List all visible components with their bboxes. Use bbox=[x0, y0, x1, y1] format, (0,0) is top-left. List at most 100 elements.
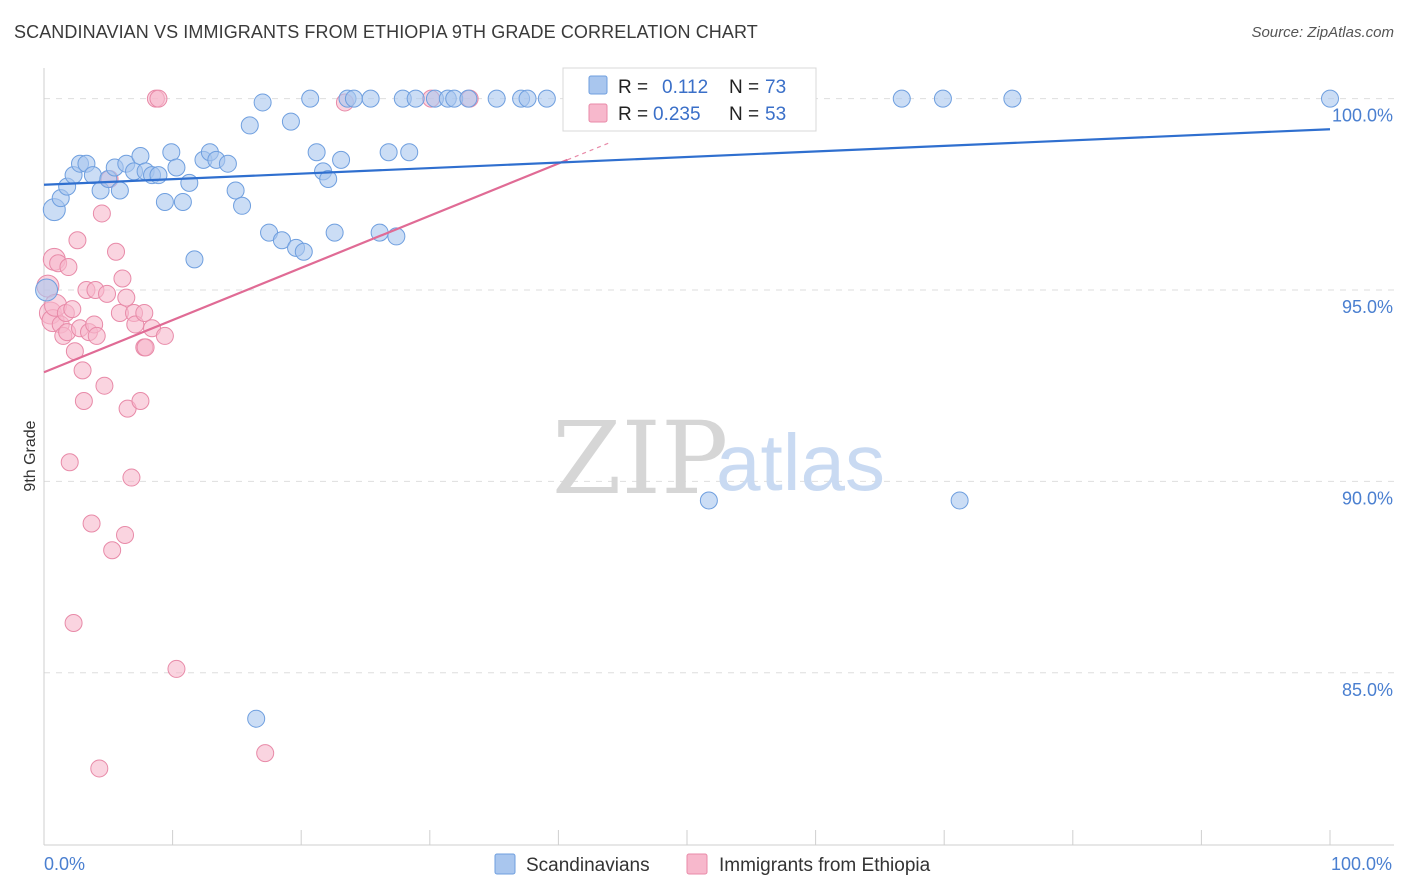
scandinavian-point bbox=[155, 192, 174, 211]
scandinavian-point bbox=[253, 93, 272, 112]
scandinavian-points bbox=[35, 89, 1339, 728]
legend-swatch-scandinavians bbox=[588, 75, 608, 95]
y-axis-labels: 85.0% 90.0% 95.0% 100.0% bbox=[1332, 106, 1393, 700]
series-legend-swatch-ethiopia bbox=[686, 853, 708, 875]
scandinavian-point bbox=[240, 116, 259, 135]
x-tick-label-max: 100.0% bbox=[1331, 854, 1392, 874]
ethiopia-point bbox=[103, 541, 122, 560]
legend-r-value-1: 0.112 bbox=[662, 77, 708, 98]
ethiopia-point bbox=[87, 326, 106, 345]
watermark-zip: ZIP bbox=[552, 400, 728, 517]
scandinavian-point bbox=[325, 223, 344, 242]
ethiopia-point bbox=[136, 338, 155, 357]
legend-n-value-2: 53 bbox=[765, 104, 786, 125]
scandinavian-point bbox=[487, 89, 506, 108]
legend-n-label-1: N = bbox=[729, 77, 759, 98]
scandinavian-point bbox=[537, 89, 556, 108]
ethiopia-trend-line bbox=[43, 158, 568, 374]
ethiopia-point bbox=[63, 300, 82, 319]
ethiopia-point bbox=[155, 326, 174, 345]
watermark-atlas: atlas bbox=[716, 418, 885, 507]
scandinavian-point bbox=[1003, 89, 1022, 108]
scandinavian-point bbox=[110, 181, 129, 200]
scandinavian-point bbox=[406, 89, 425, 108]
legend-r-label-2: R = bbox=[618, 104, 648, 125]
ethiopia-point bbox=[60, 453, 79, 472]
source-label: Source: ZipAtlas.com bbox=[1251, 24, 1394, 41]
ethiopia-point bbox=[135, 303, 154, 322]
chart-title: SCANDINAVIAN VS IMMIGRANTS FROM ETHIOPIA… bbox=[14, 22, 758, 42]
scandinavian-point bbox=[933, 89, 952, 108]
series-legend-label-scandinavians: Scandinavians bbox=[526, 855, 650, 876]
gridlines bbox=[44, 98, 1394, 674]
legend-n-value-1: 73 bbox=[765, 77, 786, 98]
ethiopia-point bbox=[98, 284, 117, 303]
ethiopia-point bbox=[256, 744, 275, 763]
scandinavian-point bbox=[379, 143, 398, 162]
ethiopia-point bbox=[82, 514, 101, 533]
scandinavian-point bbox=[459, 89, 478, 108]
ethiopia-point bbox=[167, 659, 186, 678]
scandinavian-point bbox=[294, 242, 313, 261]
ethiopia-point bbox=[122, 468, 141, 487]
ethiopia-point bbox=[95, 376, 114, 395]
ethiopia-trend-line-extension bbox=[567, 142, 611, 161]
scandinavian-point bbox=[218, 154, 237, 173]
legend-r-value-2: 0.235 bbox=[653, 104, 701, 125]
scandinavian-point bbox=[226, 181, 245, 200]
scandinavian-point bbox=[167, 158, 186, 177]
scandinavian-point bbox=[272, 231, 291, 250]
y-tick-label: 100.0% bbox=[1332, 106, 1393, 126]
y-tick-label: 90.0% bbox=[1342, 488, 1393, 508]
series-legend: Scandinavians Immigrants from Ethiopia bbox=[494, 853, 931, 876]
scandinavian-point bbox=[180, 173, 199, 192]
watermark: ZIP atlas bbox=[552, 400, 885, 517]
scandinavian-point bbox=[1321, 89, 1339, 108]
scandinavian-point bbox=[281, 112, 300, 131]
ethiopia-point bbox=[59, 258, 78, 277]
y-axis-title: 9th Grade bbox=[22, 420, 39, 491]
scandinavian-point bbox=[162, 143, 181, 162]
scandinavian-point bbox=[307, 143, 326, 162]
scandinavian-point bbox=[400, 143, 419, 162]
scandinavian-point bbox=[892, 89, 911, 108]
scandinavian-point bbox=[247, 709, 266, 728]
scandinavian-trend-line bbox=[43, 128, 1331, 186]
ethiopia-point bbox=[73, 361, 92, 380]
scandinavian-point bbox=[301, 89, 320, 108]
ethiopia-point bbox=[131, 392, 150, 410]
scandinavian-point bbox=[131, 147, 150, 166]
scandinavian-point bbox=[185, 250, 204, 269]
legend-n-label-2: N = bbox=[729, 104, 759, 125]
scandinavian-point bbox=[332, 150, 351, 169]
x-axis-ticks bbox=[43, 830, 1331, 845]
ethiopia-point bbox=[68, 231, 87, 250]
ethiopia-point bbox=[90, 759, 109, 778]
scandinavian-point bbox=[233, 196, 252, 215]
ethiopia-point bbox=[74, 392, 93, 410]
ethiopia-point bbox=[107, 242, 126, 261]
scandinavian-point bbox=[173, 192, 192, 211]
x-tick-label-min: 0.0% bbox=[44, 854, 85, 874]
scandinavian-point bbox=[950, 491, 969, 510]
scandinavian-point bbox=[344, 89, 363, 108]
scandinavian-point bbox=[35, 278, 59, 302]
legend-r-label-1: R = bbox=[618, 77, 648, 98]
ethiopia-point bbox=[149, 89, 168, 108]
y-tick-label: 85.0% bbox=[1342, 680, 1393, 700]
ethiopia-point bbox=[113, 269, 132, 288]
series-legend-swatch-scandinavians bbox=[494, 853, 516, 875]
series-legend-label-ethiopia: Immigrants from Ethiopia bbox=[719, 855, 931, 876]
scandinavian-point bbox=[83, 166, 102, 185]
legend-swatch-ethiopia bbox=[588, 103, 608, 123]
scandinavian-point bbox=[319, 170, 338, 188]
ethiopia-point bbox=[92, 204, 111, 223]
ethiopia-point bbox=[116, 525, 135, 544]
y-tick-label: 95.0% bbox=[1342, 297, 1393, 317]
ethiopia-point bbox=[64, 614, 83, 632]
scandinavian-point bbox=[518, 89, 537, 108]
ethiopia-point bbox=[117, 288, 136, 307]
scandinavian-point bbox=[699, 491, 718, 510]
stats-legend: R = 0.112 N = 73 R = 0.235 N = 53 bbox=[562, 67, 817, 132]
